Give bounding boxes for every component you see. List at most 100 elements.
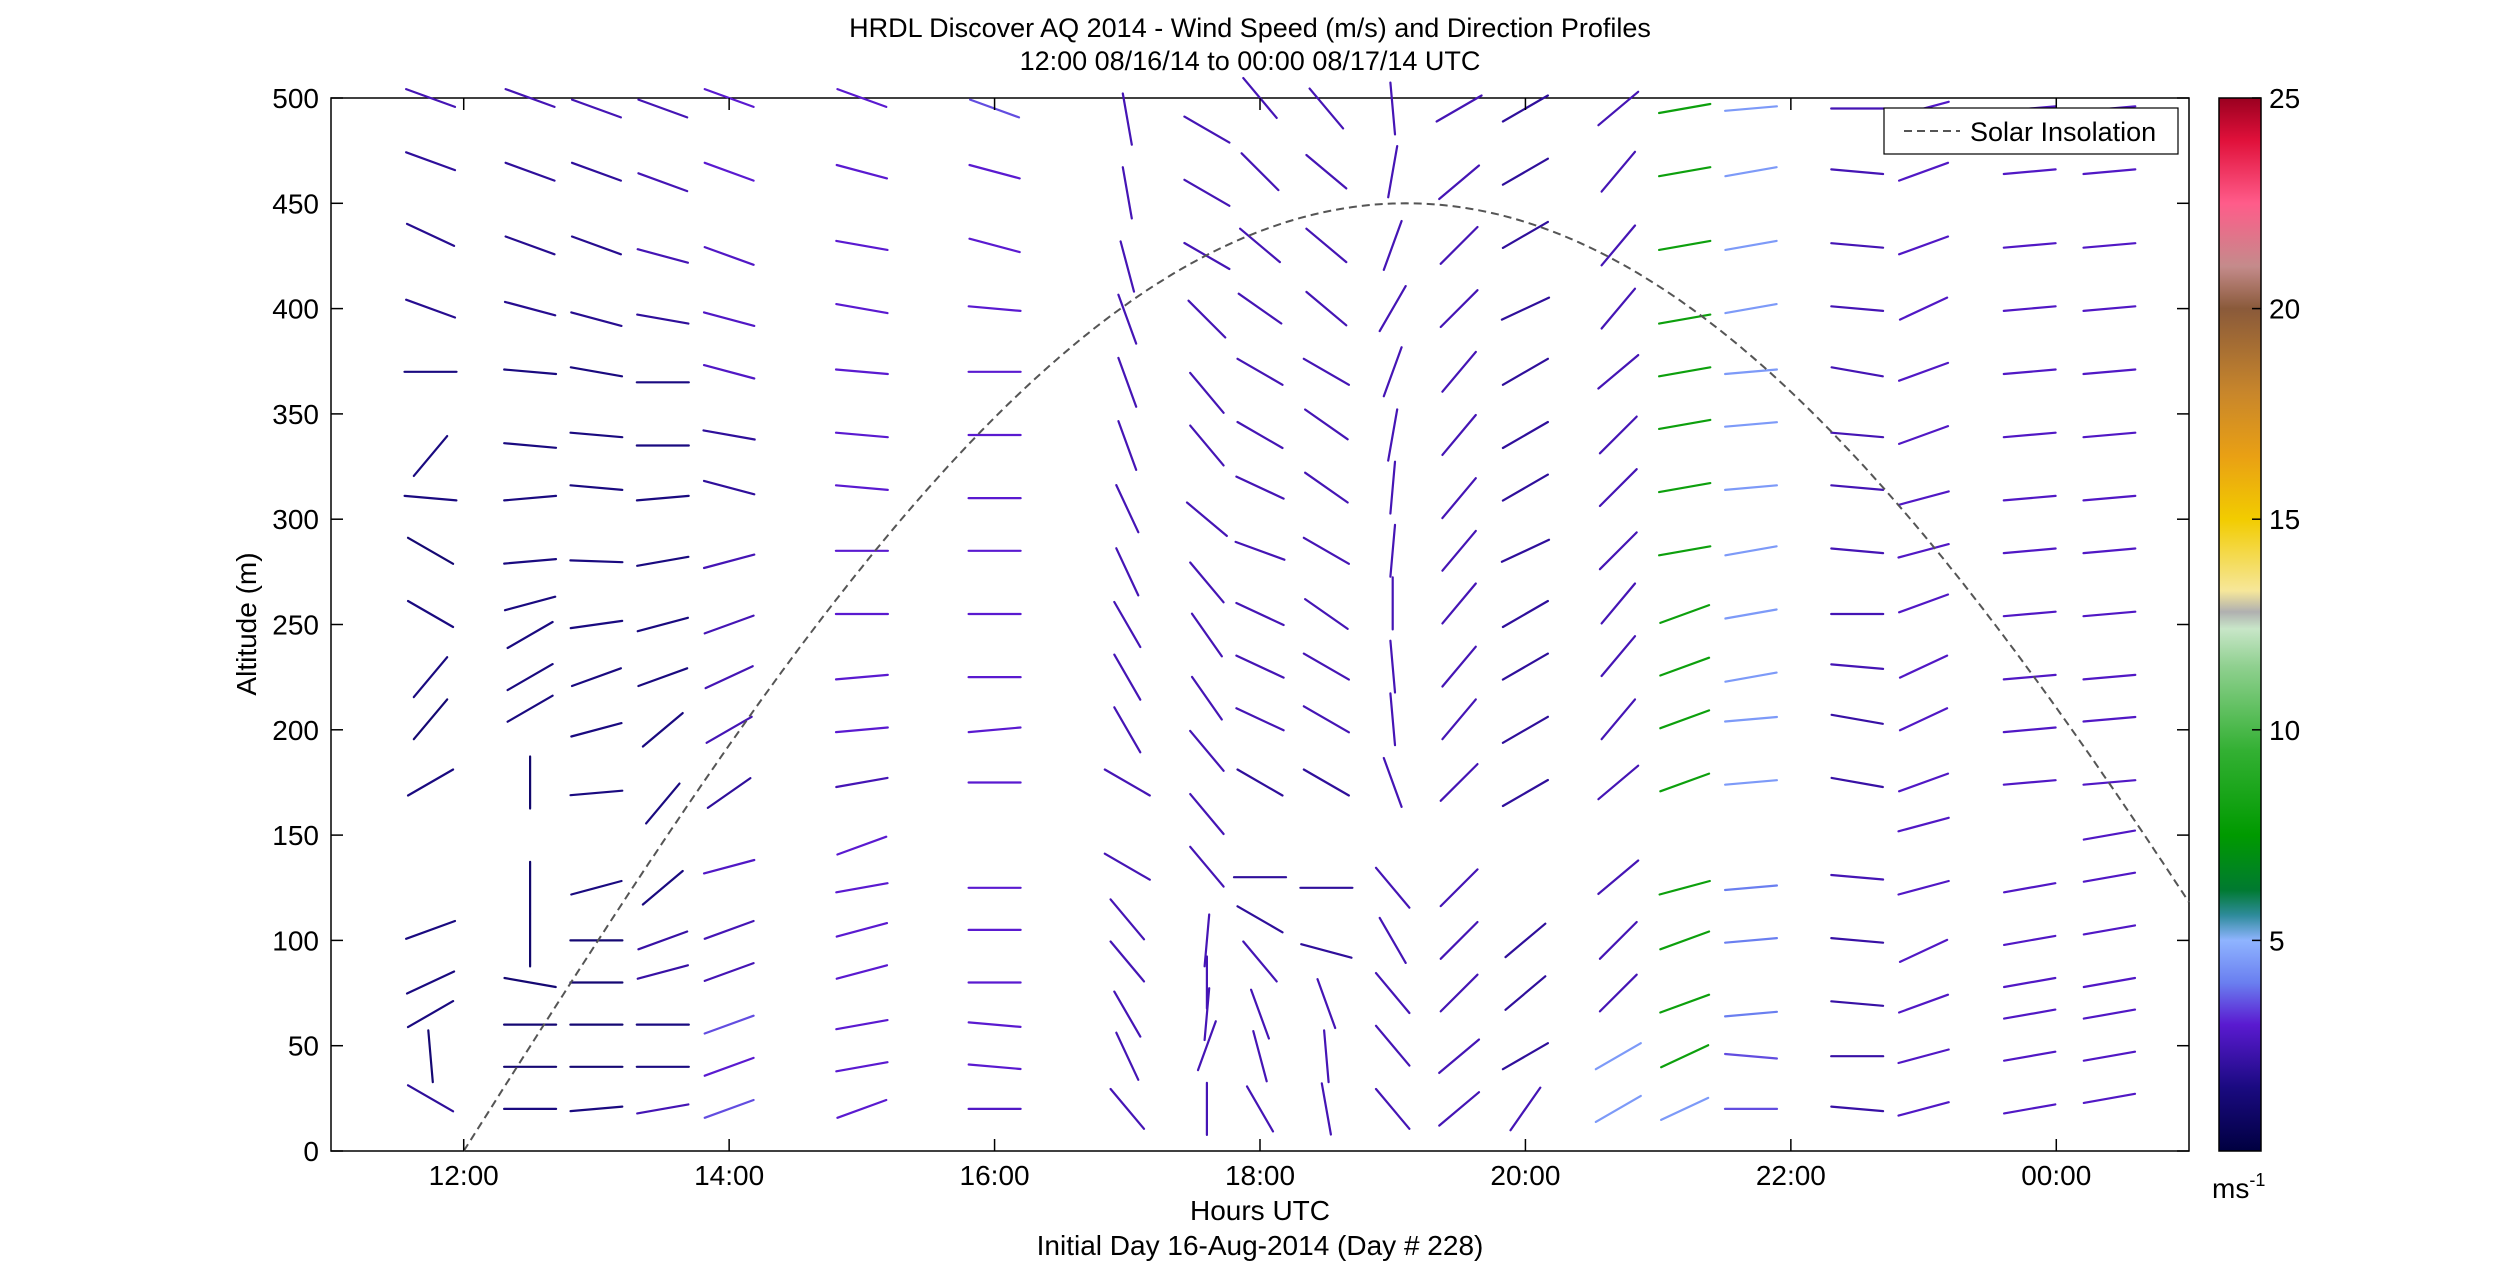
wind-vector — [569, 431, 624, 439]
wind-vector — [1597, 859, 1640, 896]
wind-vector — [1897, 593, 1950, 614]
y-tick-label: 100 — [272, 925, 319, 956]
wind-vector — [835, 303, 889, 315]
wind-vector — [1500, 296, 1551, 321]
wind-vector — [1117, 293, 1138, 345]
wind-vector — [702, 311, 756, 327]
wind-vector — [1500, 538, 1551, 563]
wind-vector — [503, 368, 558, 376]
wind-vector — [1190, 675, 1223, 721]
colorbar-tick-label: 15 — [2269, 504, 2300, 535]
wind-vector — [2082, 305, 2137, 312]
wind-vector — [2002, 305, 2057, 312]
y-axis-label: Altitude (m) — [231, 552, 262, 695]
wind-vector — [503, 442, 558, 449]
wind-vector — [412, 435, 449, 477]
wind-vector — [1724, 239, 1778, 251]
wind-vector — [1305, 290, 1348, 327]
wind-vector — [2082, 431, 2137, 439]
wind-vector — [1659, 772, 1711, 793]
wind-vector — [1501, 473, 1550, 502]
wind-vector — [2002, 242, 2057, 249]
wind-vector — [1302, 768, 1351, 797]
wind-vector — [1441, 645, 1477, 688]
wind-vector — [637, 172, 689, 193]
wind-vector — [1245, 1085, 1275, 1133]
wind-vector — [1598, 973, 1638, 1013]
wind-vector — [503, 976, 557, 989]
wind-vector — [1897, 361, 1950, 382]
wind-vector — [835, 1061, 889, 1073]
wind-vector — [1657, 482, 1712, 494]
wind-vector — [2002, 431, 2057, 439]
wind-vector — [504, 235, 556, 256]
wind-vector — [1600, 224, 1637, 267]
wind-vector — [1302, 357, 1351, 386]
wind-vector — [1438, 1038, 1481, 1075]
wind-vector — [506, 662, 554, 692]
wind-vector — [1441, 582, 1477, 625]
wind-vector — [1438, 164, 1481, 201]
wind-vector — [570, 721, 623, 738]
wind-vector — [835, 163, 889, 180]
wind-vector — [702, 479, 756, 496]
wind-vector — [403, 494, 458, 502]
x-axis: 12:00 14:00 16:00 18:00 20:00 22:00 00:00 — [429, 98, 2091, 1191]
wind-vector — [702, 429, 756, 441]
wind-vector — [1830, 776, 1884, 789]
wind-vector — [2002, 547, 2057, 555]
wind-vector — [1203, 913, 1211, 968]
legend: Solar Insolation — [1883, 107, 2179, 155]
wind-vector — [503, 595, 557, 612]
wind-vector — [636, 964, 690, 980]
wind-vector — [1374, 1024, 1411, 1067]
wind-vector — [406, 768, 455, 797]
wind-vector — [1830, 305, 1885, 312]
wind-vector — [1597, 764, 1640, 801]
wind-vector — [1236, 905, 1284, 934]
wind-vector — [1234, 540, 1286, 561]
wind-vector — [2002, 610, 2057, 618]
wind-vector — [967, 1063, 1022, 1071]
wind-vector — [1389, 81, 1397, 136]
y-tick-label: 400 — [272, 294, 319, 325]
wind-vector — [1252, 1029, 1268, 1083]
wind-vector — [2082, 1092, 2137, 1105]
wind-vector — [1242, 940, 1278, 983]
wind-vector — [1303, 408, 1349, 441]
wind-vector — [1305, 153, 1348, 190]
wind-vector — [641, 869, 684, 906]
wind-vector — [1830, 936, 1885, 944]
wind-vector — [1115, 484, 1140, 534]
wind-vector — [637, 667, 689, 688]
wind-vector — [1659, 656, 1711, 677]
wind-vector — [503, 494, 558, 502]
wind-vector — [1501, 778, 1550, 808]
wind-vector — [1302, 652, 1351, 681]
wind-vector — [1501, 1042, 1550, 1071]
wind-vector — [836, 1098, 888, 1119]
wind-vector — [570, 235, 623, 256]
wind-vector — [406, 536, 455, 565]
wind-vector — [412, 698, 449, 741]
y-axis: 0 50 100 150 200 250 300 350 400 450 500 — [272, 83, 2189, 1167]
wind-vector — [1897, 161, 1950, 182]
wind-vector — [1598, 531, 1638, 571]
wind-vector — [1439, 868, 1479, 908]
wind-vector — [703, 961, 755, 983]
wind-vector — [1830, 168, 1885, 176]
wind-vector — [1115, 1031, 1140, 1081]
wind-vector — [2002, 494, 2057, 502]
wind-vector — [569, 559, 624, 564]
wind-vector — [427, 1029, 434, 1084]
wind-vector — [1441, 698, 1477, 741]
wind-vector — [569, 619, 624, 630]
wind-vector — [1501, 652, 1550, 681]
x-tick-label: 12:00 — [429, 1160, 499, 1191]
wind-vector — [1501, 420, 1550, 450]
wind-vector — [1187, 299, 1227, 339]
wind-vector — [1897, 235, 1950, 256]
wind-vector — [2082, 673, 2137, 681]
wind-vector — [1657, 102, 1712, 115]
